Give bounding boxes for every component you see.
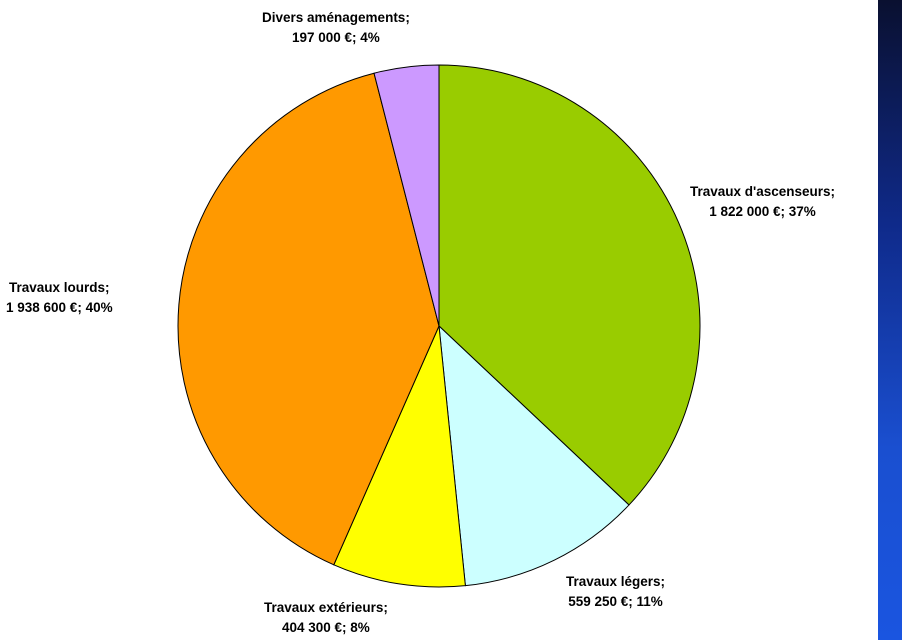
label-travaux-legers: Travaux légers; 559 250 €; 11% [566,572,665,612]
label-travaux-exterieurs: Travaux extérieurs; 404 300 €; 8% [264,598,388,638]
pie-slice-travaux-exterieurs [333,324,466,588]
label-travaux-ascenseurs-value: 1 822 000 €; 37% [709,204,816,219]
label-divers-amenagements-value: 197 000 €; 4% [292,30,380,45]
label-travaux-legers-value: 559 250 €; 11% [568,594,663,609]
label-divers-amenagements-name: Divers aménagements; [262,10,410,25]
label-travaux-ascenseurs: Travaux d'ascenseurs; 1 822 000 €; 37% [690,182,835,222]
label-travaux-ascenseurs-name: Travaux d'ascenseurs; [690,184,836,199]
pie-slice-travaux-legers [438,324,630,587]
pie-slice-travaux-lourds [177,72,440,566]
label-travaux-legers-name: Travaux légers; [566,574,666,589]
side-decor-band [878,0,902,640]
label-travaux-lourds: Travaux lourds; 1 938 600 €; 40% [6,278,113,318]
label-divers-amenagements: Divers aménagements; 197 000 €; 4% [262,8,410,48]
pie-slice-divers-amenagements [373,64,440,327]
label-travaux-exterieurs-name: Travaux extérieurs; [264,600,388,615]
label-travaux-lourds-value: 1 938 600 €; 40% [6,300,113,315]
pie-slice-travaux-d-ascenseurs [438,64,701,506]
label-travaux-lourds-name: Travaux lourds; [9,280,110,295]
label-travaux-exterieurs-value: 404 300 €; 8% [282,620,370,635]
